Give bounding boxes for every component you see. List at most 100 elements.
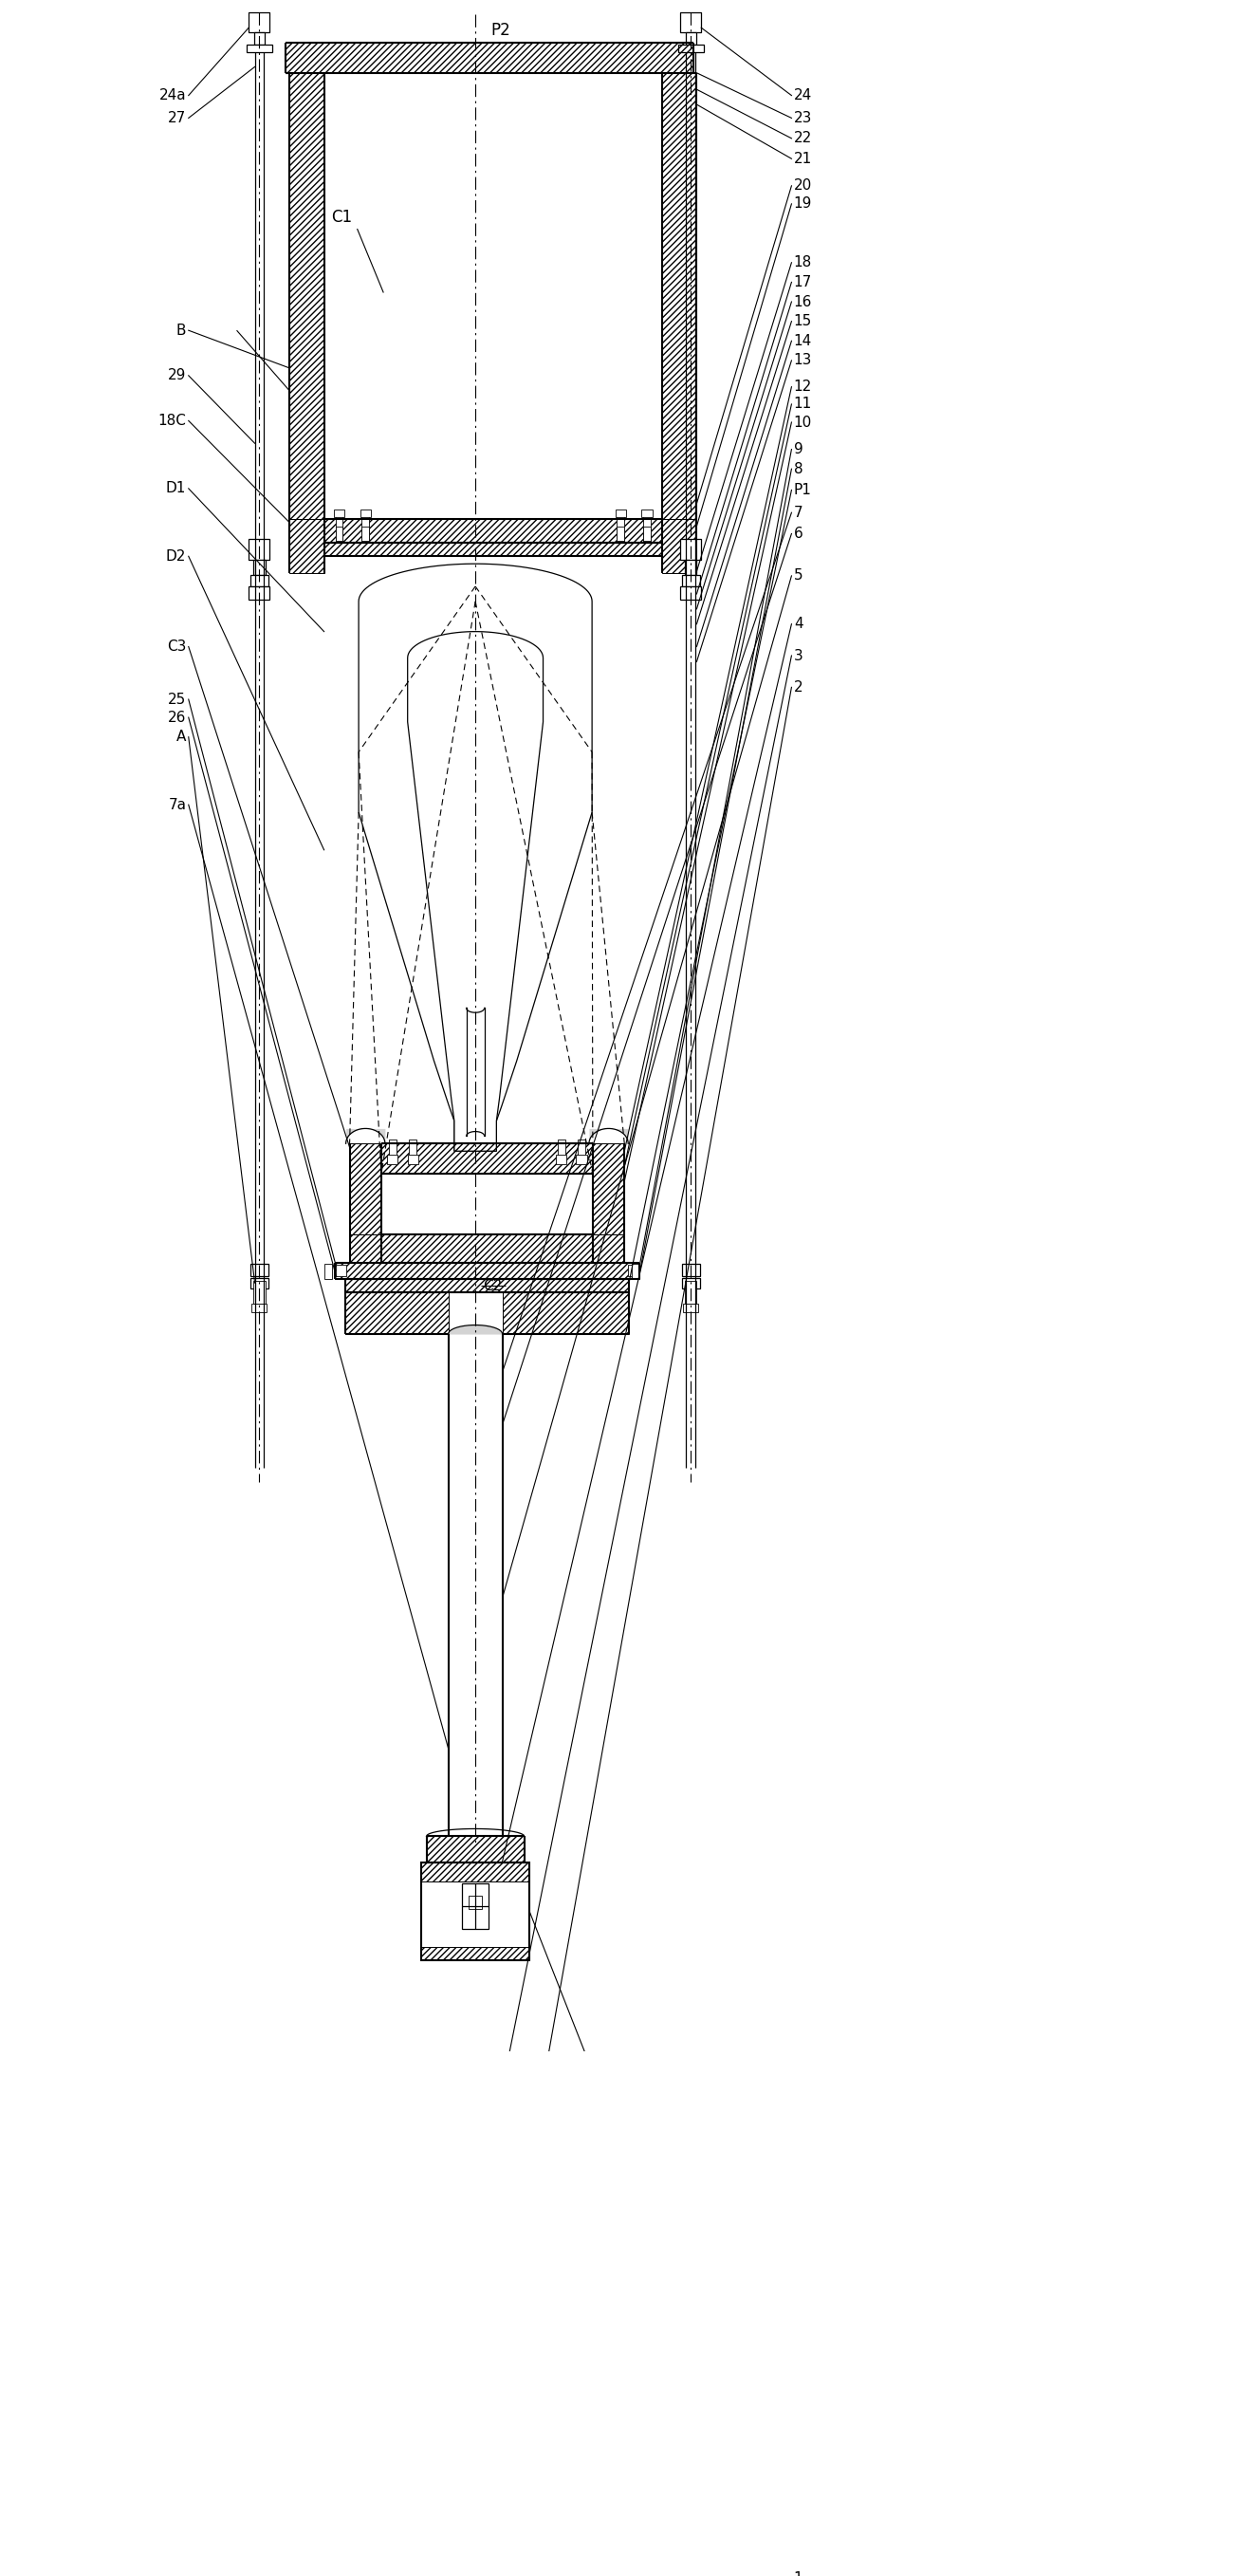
Text: 19: 19: [794, 196, 812, 211]
Bar: [616, 510, 625, 518]
Polygon shape: [408, 631, 543, 1151]
Text: 17: 17: [794, 276, 812, 289]
Bar: [248, 13, 269, 31]
Bar: [662, 518, 697, 572]
Bar: [557, 1139, 565, 1162]
Bar: [685, 1280, 697, 1303]
Bar: [617, 526, 624, 541]
Bar: [381, 1144, 593, 1175]
Text: 18: 18: [794, 255, 812, 270]
Bar: [250, 1278, 268, 1288]
Bar: [576, 1154, 587, 1164]
Text: 23: 23: [794, 111, 812, 126]
Bar: [556, 1154, 566, 1164]
Bar: [680, 587, 701, 600]
Bar: [632, 1265, 639, 1280]
Text: 6: 6: [794, 526, 803, 541]
Bar: [248, 538, 269, 559]
Bar: [643, 515, 650, 544]
Bar: [577, 1139, 586, 1162]
Bar: [255, 31, 265, 44]
Bar: [360, 510, 371, 518]
Text: 13: 13: [794, 353, 812, 368]
Bar: [362, 515, 370, 544]
Text: 16: 16: [794, 294, 812, 309]
Bar: [680, 538, 701, 559]
Bar: [252, 1303, 267, 1311]
Text: C3: C3: [167, 639, 187, 654]
Bar: [593, 1144, 624, 1234]
Polygon shape: [358, 564, 592, 1151]
Text: 4: 4: [794, 616, 803, 631]
Bar: [421, 1862, 529, 1880]
Bar: [389, 1139, 397, 1162]
Bar: [289, 72, 324, 518]
Text: 10: 10: [794, 415, 812, 430]
Text: 8: 8: [794, 461, 803, 477]
Text: 5: 5: [794, 569, 803, 582]
Text: 24a: 24a: [159, 88, 187, 103]
Bar: [286, 44, 693, 72]
Bar: [643, 526, 650, 541]
Text: 25: 25: [168, 693, 187, 706]
Bar: [421, 1947, 529, 1960]
Bar: [324, 518, 662, 544]
Text: D1: D1: [166, 482, 187, 495]
Bar: [426, 1837, 524, 1862]
Bar: [335, 515, 342, 544]
Text: D2: D2: [166, 549, 187, 564]
Bar: [248, 13, 269, 31]
Bar: [253, 559, 266, 574]
Text: 1: 1: [794, 2571, 803, 2576]
Bar: [680, 538, 701, 559]
Text: 12: 12: [794, 379, 812, 394]
Text: 15: 15: [794, 314, 812, 330]
Text: A: A: [177, 729, 187, 744]
Bar: [680, 13, 701, 31]
Bar: [628, 1265, 639, 1275]
Bar: [680, 13, 701, 31]
Bar: [324, 544, 662, 556]
Bar: [345, 1280, 629, 1293]
Text: 26: 26: [168, 711, 187, 724]
Bar: [381, 1234, 593, 1262]
Bar: [681, 1265, 700, 1275]
Bar: [335, 526, 342, 541]
Bar: [685, 559, 697, 574]
Bar: [362, 526, 370, 541]
Bar: [662, 72, 697, 518]
Bar: [335, 1265, 346, 1275]
Text: C1: C1: [331, 209, 352, 227]
Text: 22: 22: [794, 131, 812, 144]
Text: 29: 29: [168, 368, 187, 384]
Text: 24: 24: [794, 88, 812, 103]
Bar: [250, 574, 268, 587]
Bar: [593, 1234, 624, 1262]
Text: 20: 20: [794, 178, 812, 193]
Text: 2: 2: [794, 680, 803, 696]
Text: 18C: 18C: [158, 415, 187, 428]
Bar: [250, 1265, 268, 1275]
Text: 14: 14: [794, 335, 812, 348]
Bar: [334, 510, 345, 518]
Bar: [248, 538, 269, 559]
Text: 21: 21: [794, 152, 812, 165]
Bar: [248, 587, 269, 600]
Text: P2: P2: [491, 23, 510, 39]
Text: B: B: [177, 322, 187, 337]
Text: 27: 27: [168, 111, 187, 126]
Text: 7: 7: [794, 505, 803, 520]
Bar: [677, 44, 703, 52]
Bar: [686, 31, 696, 44]
Bar: [409, 1139, 417, 1162]
Bar: [253, 1280, 266, 1303]
Bar: [387, 1154, 398, 1164]
Bar: [681, 574, 700, 587]
Bar: [408, 1154, 418, 1164]
Bar: [350, 1234, 381, 1262]
Text: 3: 3: [794, 649, 803, 662]
Bar: [684, 1303, 698, 1311]
Bar: [421, 1862, 529, 1960]
Text: 7a: 7a: [168, 799, 187, 811]
Text: 9: 9: [794, 443, 803, 456]
